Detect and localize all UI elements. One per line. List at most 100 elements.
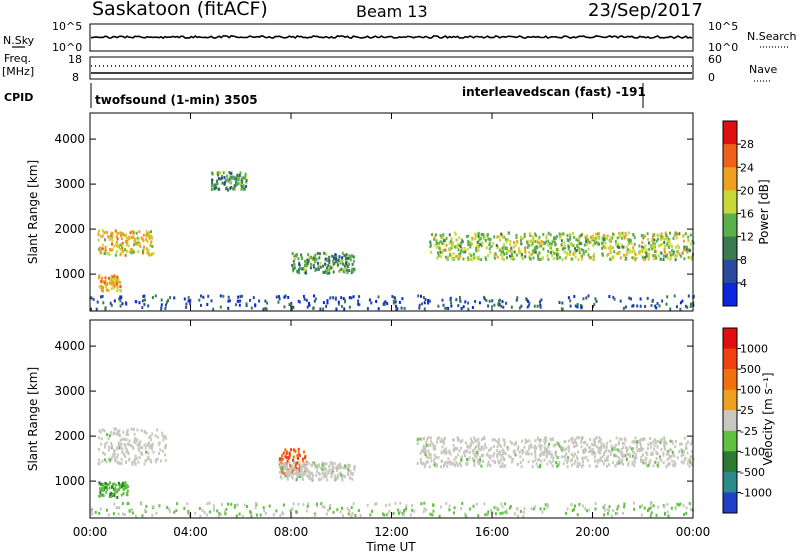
freq-tick-bottom: 8 xyxy=(72,71,79,84)
echo-cell xyxy=(560,239,563,243)
echo-cell xyxy=(500,304,503,308)
echo-cell xyxy=(459,299,462,303)
echo-cell xyxy=(603,238,606,242)
echo-cell xyxy=(444,238,447,242)
echo-cell xyxy=(149,241,152,245)
echo-cell xyxy=(650,245,653,249)
echo-cell xyxy=(292,259,295,263)
echo-cell xyxy=(588,445,591,449)
echo-cell xyxy=(601,246,604,250)
echo-cell xyxy=(120,485,122,489)
echo-cell xyxy=(329,296,332,300)
freq-tick-top: 18 xyxy=(68,53,82,66)
echo-cell xyxy=(688,464,691,468)
echo-cell xyxy=(113,274,116,278)
echo-cell xyxy=(280,463,282,467)
echo-cell xyxy=(103,429,106,433)
colorbar-frame xyxy=(722,327,738,514)
echo-cell xyxy=(508,506,511,510)
echo-cell xyxy=(114,457,117,461)
echo-cell xyxy=(263,509,266,513)
echo-cell xyxy=(657,505,660,509)
echo-cell xyxy=(439,250,442,254)
echo-cell xyxy=(632,233,635,237)
echo-cell xyxy=(141,237,144,241)
echo-cell xyxy=(189,298,192,302)
echo-cell xyxy=(609,237,612,241)
echo-cell xyxy=(471,306,474,309)
echo-cell xyxy=(240,183,243,187)
echo-cell xyxy=(121,246,124,250)
echo-cell xyxy=(120,457,123,461)
echo-cell xyxy=(429,444,432,447)
echo-cell xyxy=(117,461,120,465)
echo-cell xyxy=(278,465,281,469)
echo-cell xyxy=(640,459,642,463)
echo-cell xyxy=(125,483,128,487)
echo-cell xyxy=(552,444,555,448)
echo-cell xyxy=(313,299,316,303)
echo-cell xyxy=(513,442,516,446)
echo-cell xyxy=(621,231,624,235)
echo-cell xyxy=(592,236,595,240)
echo-cell xyxy=(292,306,295,309)
echo-cell xyxy=(440,254,442,258)
echo-cell xyxy=(103,482,106,485)
echo-cell xyxy=(669,253,672,257)
echo-cell xyxy=(324,262,327,266)
echo-cell xyxy=(432,509,435,513)
echo-cell xyxy=(448,241,451,245)
echo-cell xyxy=(113,502,116,506)
echo-cell xyxy=(679,254,682,258)
echo-cell xyxy=(91,512,93,516)
power-colorbar-label: Power [dB] xyxy=(757,179,771,244)
echo-cell xyxy=(664,231,667,235)
echo-cell xyxy=(108,445,110,449)
echo-cell xyxy=(381,512,384,516)
echo-cell xyxy=(478,461,481,465)
echo-cell xyxy=(479,243,482,246)
echo-cell xyxy=(558,256,561,259)
echo-cell xyxy=(583,243,586,247)
echo-cell xyxy=(610,256,613,260)
echo-cell xyxy=(301,475,304,479)
echo-cell xyxy=(121,481,124,485)
echo-cell xyxy=(635,445,638,449)
echo-cell xyxy=(668,240,671,243)
echo-cell xyxy=(670,255,673,259)
echo-cell xyxy=(673,253,676,257)
echo-cell xyxy=(455,238,458,242)
echo-cell xyxy=(671,463,674,467)
echo-cell xyxy=(655,452,658,456)
echo-cell xyxy=(292,502,295,506)
echo-cell xyxy=(652,298,655,302)
echo-cell xyxy=(225,187,228,191)
echo-cell xyxy=(119,243,122,247)
echo-cell xyxy=(524,451,527,455)
echo-cell xyxy=(549,437,552,441)
echo-cell xyxy=(510,441,513,445)
echo-cell xyxy=(638,249,641,253)
echo-cell xyxy=(97,233,100,237)
echo-cell xyxy=(293,263,296,267)
echo-cell xyxy=(511,457,514,461)
echo-cell xyxy=(474,232,477,236)
echo-cell xyxy=(235,181,238,184)
echo-cell xyxy=(687,440,689,444)
echo-cell xyxy=(168,507,171,511)
echo-cell xyxy=(377,307,380,311)
echo-cell xyxy=(115,490,118,494)
echo-cell xyxy=(456,463,459,467)
echo-cell xyxy=(133,440,136,444)
echo-cell xyxy=(297,447,300,451)
echo-cell xyxy=(329,462,332,465)
echo-cell xyxy=(425,460,428,464)
echo-cell xyxy=(442,234,444,238)
echo-cell xyxy=(566,234,569,237)
echo-cell xyxy=(133,432,136,436)
echo-cell xyxy=(366,307,369,311)
echo-cell xyxy=(472,252,475,256)
echo-cell xyxy=(485,445,488,449)
echo-cell xyxy=(576,245,579,248)
